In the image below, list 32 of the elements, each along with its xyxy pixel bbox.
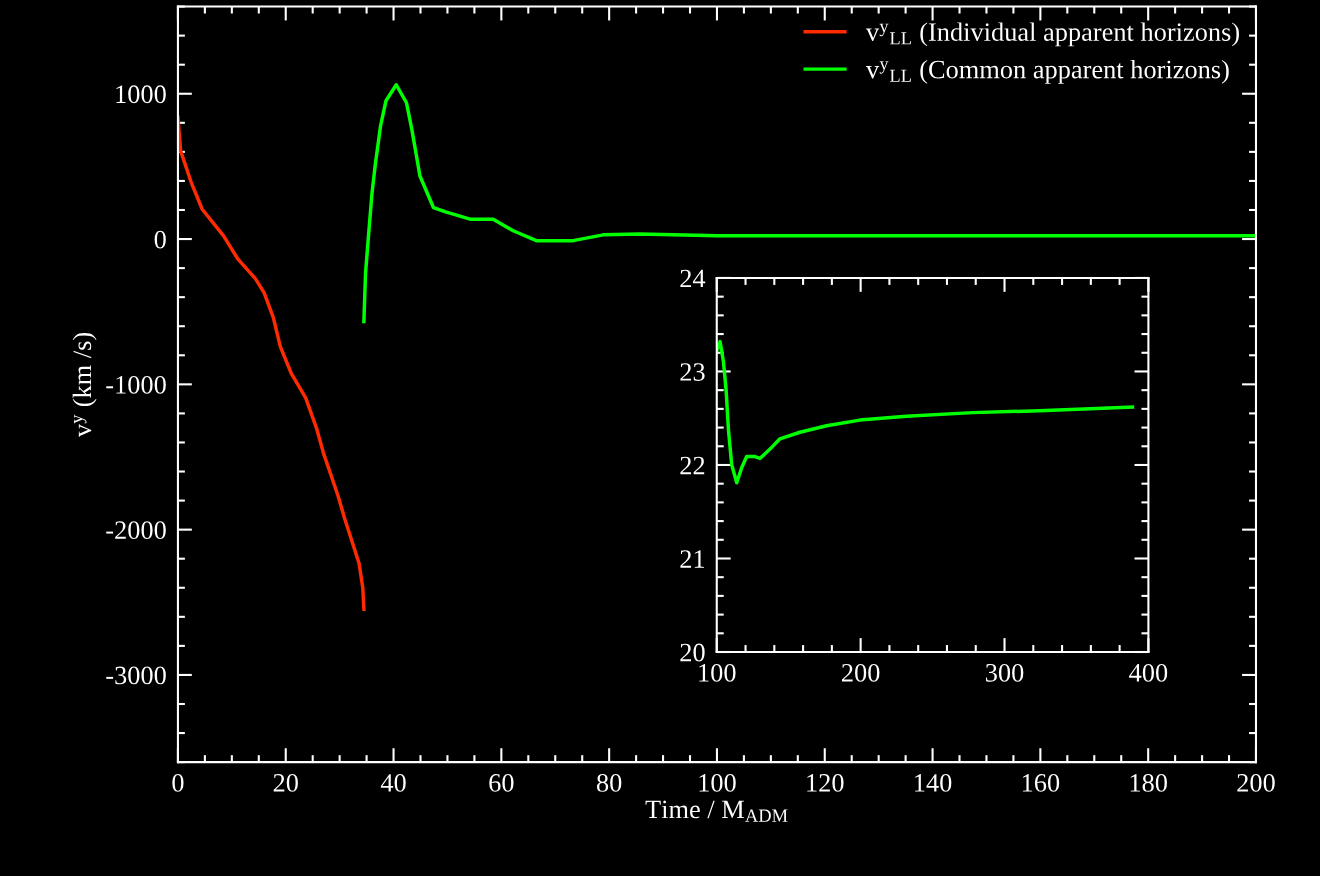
x-tick-label: 200 bbox=[842, 663, 880, 682]
x-tick-label: 80 bbox=[596, 773, 622, 792]
y-tick-label: 23 bbox=[680, 363, 705, 381]
y-tick-label: -1000 bbox=[106, 375, 166, 394]
y-tick-label: 20 bbox=[680, 643, 705, 662]
y-tick-label: -2000 bbox=[106, 521, 166, 540]
x-tick-label: 400 bbox=[1129, 663, 1168, 682]
legend-label: v$^{y}$$_{LL}$ (Common apparent horizons) bbox=[865, 59, 1229, 84]
y-tick-label: 1000 bbox=[116, 85, 166, 104]
x-tick-label: 160 bbox=[1022, 773, 1060, 792]
y-axis-title: v$^{y}$ (km /s) bbox=[72, 332, 97, 438]
x-tick-label: 140 bbox=[915, 773, 952, 792]
y-tick-label: 22 bbox=[680, 456, 705, 475]
line-series bbox=[716, 339, 1135, 485]
x-tick-label: 200 bbox=[1237, 773, 1275, 792]
x-tick-label: 20 bbox=[273, 773, 298, 792]
x-tick-label: 40 bbox=[380, 773, 406, 792]
y-tick-label: 0 bbox=[154, 230, 166, 249]
legend-label: v$^{y}$$_{LL}$ (Individual apparent horizons) bbox=[865, 22, 1239, 47]
x-tick-label: 60 bbox=[489, 773, 514, 792]
line-series bbox=[362, 83, 1256, 324]
x-tick-label: 100 bbox=[699, 773, 736, 792]
x-tick-label: 100 bbox=[699, 663, 736, 682]
x-tick-label: 180 bbox=[1130, 773, 1167, 792]
y-tick-label: 24 bbox=[680, 269, 706, 288]
x-tick-label: 0 bbox=[172, 773, 184, 792]
y-tick-label: -3000 bbox=[106, 666, 166, 685]
x-tick-label: 300 bbox=[985, 663, 1024, 682]
y-tick-label: 21 bbox=[680, 550, 705, 568]
x-axis-title: Time / M$_{ADM}$ bbox=[645, 800, 788, 822]
line-series bbox=[177, 115, 366, 612]
x-tick-label: 120 bbox=[807, 773, 844, 792]
